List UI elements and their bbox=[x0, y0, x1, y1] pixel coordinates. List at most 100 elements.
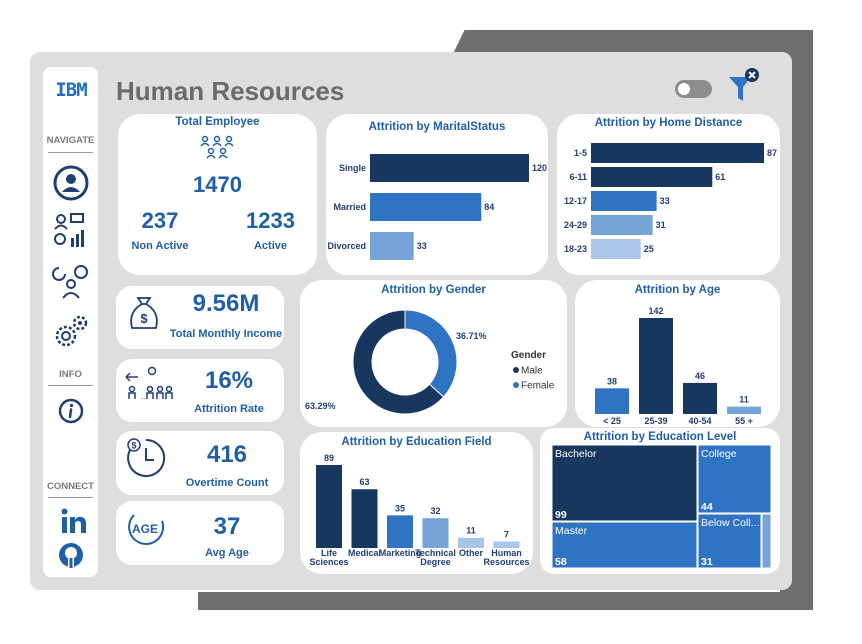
treemap-label: Bachelor bbox=[555, 448, 597, 460]
navigate-label: NAVIGATE bbox=[46, 135, 95, 146]
active-value: 1233 bbox=[246, 208, 295, 233]
chart-field-label: Marketing bbox=[379, 548, 422, 558]
non-active-value: 237 bbox=[141, 208, 179, 233]
chart-marital-label: Married bbox=[333, 202, 366, 212]
avg-age-value: 37 bbox=[213, 513, 241, 540]
chart-age-value: 142 bbox=[648, 306, 663, 316]
chart-marital-value: 120 bbox=[532, 163, 547, 173]
attrition-people-icon: ... bbox=[125, 366, 173, 401]
chart-home-value: 31 bbox=[656, 220, 666, 230]
treemap-label: Below Coll... bbox=[701, 517, 759, 529]
chart-age-value: 38 bbox=[607, 376, 617, 386]
chart-home-bar bbox=[591, 215, 653, 235]
chart-marital-bar bbox=[370, 193, 482, 221]
age-icon: AGE bbox=[128, 514, 165, 545]
attrition-gender-card: Attrition by Gender 63.29% 36.71% Gender Ma… bbox=[300, 280, 567, 427]
money-bag-icon: $ bbox=[130, 297, 158, 329]
chart-field-label: Degree bbox=[420, 557, 451, 567]
chart-field-value: 35 bbox=[395, 503, 405, 513]
connect-label: CONNECT bbox=[47, 481, 94, 492]
chart-field-bar bbox=[387, 515, 413, 548]
chart-marital-label: Single bbox=[339, 163, 366, 173]
attrition-education-field-card: Attrition by Education Field 89 Life Scien… bbox=[300, 432, 533, 574]
linkedin-icon[interactable] bbox=[51, 503, 91, 543]
age-chart: 38 < 25 142 25-39 46 40-54 11 55 + bbox=[595, 306, 761, 426]
treemap-cell-master bbox=[551, 521, 698, 569]
overtime-clock-icon: $ bbox=[127, 438, 166, 477]
divider bbox=[48, 497, 93, 498]
age-title: Attrition by Age bbox=[634, 284, 721, 296]
marital-chart: Single 120 Married 84 Divorced 33 bbox=[327, 154, 547, 260]
team-analytics-icon[interactable] bbox=[51, 210, 91, 250]
education-level-title: Attrition by Education Level bbox=[583, 431, 737, 443]
chart-age-value: 46 bbox=[695, 371, 705, 381]
page-title: Human Resources bbox=[116, 76, 345, 106]
background-dark-panel bbox=[198, 592, 813, 610]
avg-age-card: AGE 37 Avg Age bbox=[116, 501, 284, 565]
attrition-rate-card: ... 16% Attrition Rate bbox=[116, 359, 284, 422]
monthly-income-label: Total Monthly Income bbox=[169, 328, 283, 340]
chart-marital-bar bbox=[370, 154, 529, 182]
chart-field-bar bbox=[422, 518, 449, 548]
attrition-education-level-card: Attrition by Education Level Bachelor 99 M… bbox=[540, 428, 780, 574]
chart-field-value: 63 bbox=[359, 477, 369, 487]
treemap-value: 31 bbox=[701, 556, 713, 568]
chart-home-label: 1-5 bbox=[574, 148, 587, 158]
gender-chart: 63.29% 36.71% Gender Male Female bbox=[305, 309, 555, 415]
time-employee-icon[interactable] bbox=[51, 262, 91, 302]
chart-home-bar bbox=[591, 239, 641, 259]
gender-slice-female bbox=[404, 309, 458, 398]
chart-marital-value: 33 bbox=[417, 241, 427, 251]
chart-age-label: < 25 bbox=[603, 416, 621, 426]
chart-field-value: 7 bbox=[504, 529, 509, 539]
chart-age-bar bbox=[683, 382, 717, 414]
chart-field-label: Other bbox=[459, 548, 484, 558]
chart-field-bar bbox=[493, 541, 520, 548]
gender-slice-male bbox=[352, 309, 445, 415]
chart-home-value: 87 bbox=[767, 148, 777, 158]
chart-age-label: 55 + bbox=[735, 416, 753, 426]
chart-field-label: Human bbox=[491, 548, 522, 558]
treemap-value: 99 bbox=[555, 509, 567, 521]
chart-home-label: 18-23 bbox=[564, 244, 587, 254]
chart-marital-bar bbox=[370, 232, 414, 260]
treemap-value: 44 bbox=[701, 501, 713, 513]
chart-age-bar bbox=[595, 388, 629, 414]
chart-home-value: 33 bbox=[660, 196, 670, 206]
info-icon[interactable] bbox=[51, 391, 91, 431]
marital-title: Attrition by MaritalStatus bbox=[368, 121, 506, 133]
gender-male-pct: 63.29% bbox=[305, 401, 336, 411]
total-employee-value: 1470 bbox=[193, 172, 242, 197]
chart-field-label: Sciences bbox=[309, 557, 348, 567]
info-label: INFO bbox=[59, 369, 82, 380]
clear-filter-icon[interactable] bbox=[726, 67, 762, 107]
monthly-income-card: $ 9.56M Total Monthly Income bbox=[116, 286, 284, 349]
github-icon[interactable] bbox=[51, 535, 91, 575]
toggle-knob bbox=[678, 83, 690, 95]
treemap-cell-doctor bbox=[761, 513, 772, 569]
chart-age-bar bbox=[639, 318, 673, 414]
gender-legend-label: Female bbox=[521, 381, 555, 392]
overtime-label: Overtime Count bbox=[185, 477, 269, 489]
gears-icon[interactable] bbox=[51, 312, 91, 352]
active-label: Active bbox=[253, 240, 288, 252]
chart-home-bar bbox=[591, 143, 764, 163]
education-level-treemap: Bachelor 99 Master 58 College 44 Below Coll...… bbox=[551, 444, 772, 569]
treemap-label: Master bbox=[555, 525, 588, 537]
chart-field-bar bbox=[351, 489, 378, 548]
treemap-cell-bachelor bbox=[551, 444, 698, 522]
divider bbox=[48, 152, 93, 153]
chart-home-bar bbox=[591, 191, 657, 211]
chart-field-label: Medical bbox=[348, 548, 381, 558]
gender-legend-marker bbox=[513, 367, 519, 373]
non-active-label: Non Active bbox=[131, 240, 189, 252]
overview-icon[interactable] bbox=[51, 163, 91, 203]
chart-field-label: Life bbox=[321, 548, 337, 558]
gender-female-pct: 36.71% bbox=[456, 331, 487, 341]
chart-home-label: 12-17 bbox=[564, 196, 587, 206]
chart-field-value: 32 bbox=[430, 506, 440, 516]
theme-toggle[interactable] bbox=[675, 80, 712, 98]
chart-marital-value: 84 bbox=[484, 202, 494, 212]
chart-age-value: 11 bbox=[739, 395, 749, 405]
